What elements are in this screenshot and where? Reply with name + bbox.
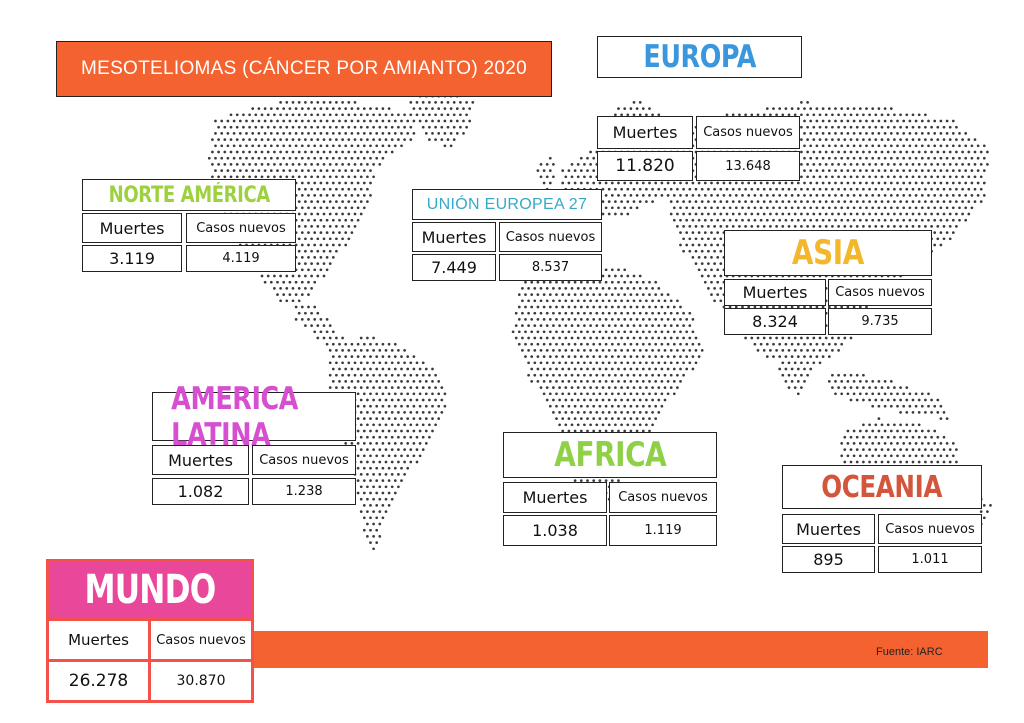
- cases-label: Casos nuevos: [252, 445, 356, 475]
- deaths-label: Muertes: [412, 222, 496, 252]
- region-name: NORTE AMÉRICA: [82, 179, 296, 211]
- deaths-value: 1.038: [503, 515, 607, 546]
- region-name: ASIA: [724, 230, 932, 276]
- region-name: AFRICA: [503, 432, 717, 478]
- world-deaths-label: Muertes: [49, 621, 151, 662]
- deaths-label: Muertes: [82, 213, 182, 243]
- cases-label: Casos nuevos: [696, 116, 800, 149]
- deaths-label: Muertes: [503, 482, 607, 513]
- world-title-text: MUNDO: [84, 567, 216, 613]
- region-name: AMERICA LATINA: [152, 381, 356, 453]
- cases-label: Casos nuevos: [828, 279, 932, 306]
- world-cases-label: Casos nuevos: [151, 621, 251, 662]
- world-cases-value: 30.870: [151, 662, 251, 700]
- world-summary: MUNDO Muertes Casos nuevos 26.278 30.870: [46, 559, 254, 703]
- cases-value: 13.648: [696, 151, 800, 181]
- region-name-text: EUROPA: [643, 39, 756, 75]
- region-name: UNIÓN EUROPEA 27: [412, 189, 602, 220]
- region-name-text: OCEANIA: [821, 469, 943, 505]
- world-deaths-value: 26.278: [49, 662, 151, 700]
- deaths-value: 7.449: [412, 254, 496, 281]
- deaths-value: 11.820: [597, 151, 693, 181]
- cases-value: 9.735: [828, 308, 932, 335]
- cases-label: Casos nuevos: [499, 222, 602, 252]
- cases-label: Casos nuevos: [878, 514, 982, 544]
- cases-value: 4.119: [186, 245, 296, 272]
- region-name-text: NORTE AMÉRICA: [108, 182, 270, 208]
- cases-value: 1.011: [878, 546, 982, 573]
- world-title: MUNDO: [49, 562, 251, 621]
- footer-stripe: [250, 631, 988, 668]
- region-name-text: UNIÓN EUROPEA 27: [426, 195, 588, 213]
- deaths-value: 895: [782, 546, 875, 573]
- cases-label: Casos nuevos: [609, 482, 717, 513]
- region-name: OCEANIA: [782, 465, 982, 509]
- region-name-text: ASIA: [792, 233, 864, 273]
- cases-value: 8.537: [499, 254, 602, 281]
- deaths-label: Muertes: [152, 445, 249, 475]
- region-name-text: AFRICA: [553, 435, 667, 475]
- cases-value: 1.238: [252, 478, 356, 505]
- deaths-value: 3.119: [82, 245, 182, 272]
- deaths-value: 8.324: [724, 308, 826, 335]
- cases-value: 1.119: [609, 515, 717, 546]
- deaths-value: 1.082: [152, 478, 249, 505]
- cases-label: Casos nuevos: [186, 213, 296, 243]
- source-note: Fuente: IARC: [876, 646, 943, 658]
- region-name-text: AMERICA LATINA: [171, 380, 299, 453]
- deaths-label: Muertes: [782, 514, 875, 544]
- region-name: EUROPA: [597, 36, 802, 78]
- deaths-label: Muertes: [597, 116, 693, 149]
- page-title: MESOTELIOMAS (CÁNCER POR AMIANTO) 2020: [56, 41, 552, 97]
- deaths-label: Muertes: [724, 279, 826, 306]
